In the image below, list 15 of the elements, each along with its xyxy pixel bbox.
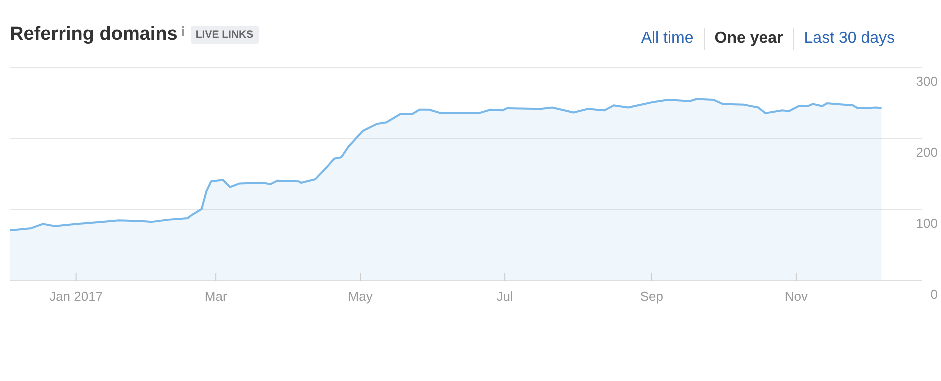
y-tick-label: 200 — [916, 145, 938, 160]
x-tick-label: Jul — [496, 289, 514, 304]
text: Last 30 days — [804, 30, 895, 48]
text: One year — [714, 30, 784, 48]
x-tick-label: Mar — [204, 289, 228, 304]
y-tick-label: 300 — [916, 74, 938, 89]
text: All time — [641, 30, 694, 48]
x-tick-label: Jan 2017 — [50, 289, 104, 304]
y-tick-label: 0 — [930, 287, 938, 302]
chart-title: Referring domains — [10, 24, 178, 46]
x-tick-label: May — [348, 289, 374, 304]
chart-subtitle: LIVE LINKS — [190, 26, 259, 44]
y-tick-label: 100 — [916, 216, 938, 231]
x-tick-label: Nov — [784, 289, 809, 304]
x-tick-label: Sep — [640, 289, 664, 304]
